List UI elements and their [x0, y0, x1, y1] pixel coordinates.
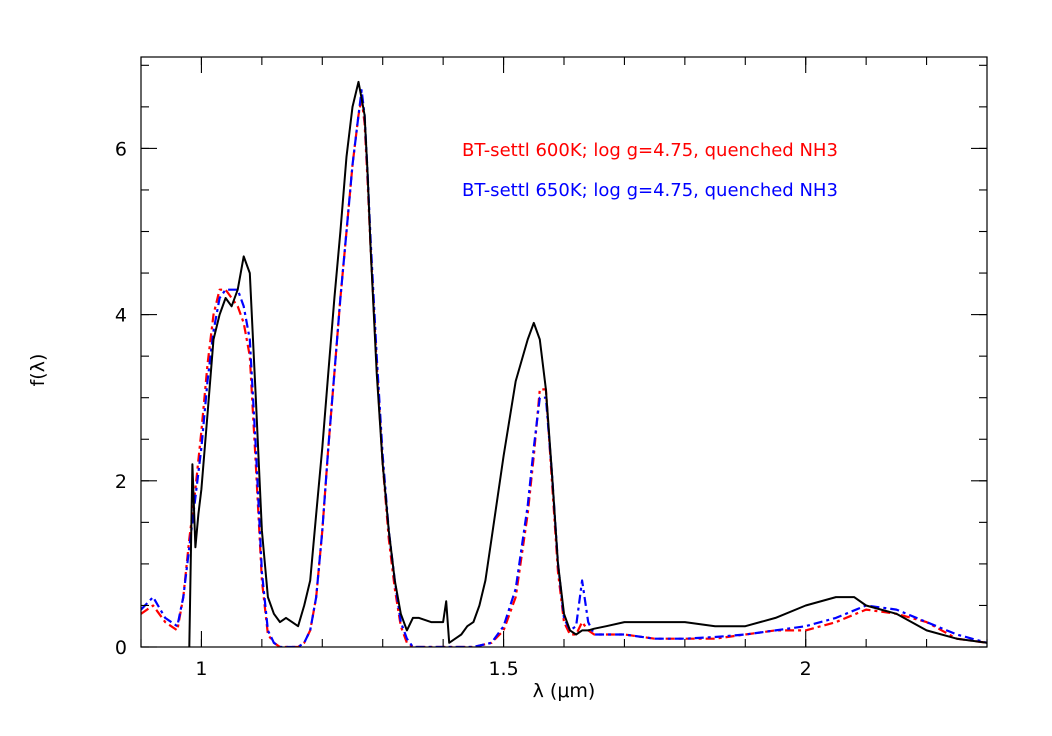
- legend: BT-settl 600K; log g=4.75, quenched NH3 …: [462, 140, 838, 201]
- x-tick-label: 1: [195, 658, 207, 680]
- legend-entry-650k: BT-settl 650K; log g=4.75, quenched NH3: [462, 180, 838, 201]
- legend-entry-600k: BT-settl 600K; log g=4.75, quenched NH3: [462, 140, 838, 161]
- y-tick-label: 4: [115, 305, 127, 327]
- y-tick-label: 6: [115, 138, 127, 160]
- y-axis-title: f(λ): [27, 354, 49, 387]
- x-tick-label: 2: [800, 658, 812, 680]
- plot-area: [141, 80, 987, 647]
- x-axis-title: λ (μm): [533, 680, 596, 702]
- series-line-0: [188, 80, 987, 647]
- plot-frame: [140, 56, 988, 648]
- x-tick-label: 1.5: [488, 658, 518, 680]
- series-line-2: [141, 89, 987, 647]
- y-tick-label: 0: [115, 637, 127, 659]
- axis-ticks: 1 1.5 2 0 2 4 6: [115, 57, 988, 680]
- y-tick-label: 2: [115, 471, 127, 493]
